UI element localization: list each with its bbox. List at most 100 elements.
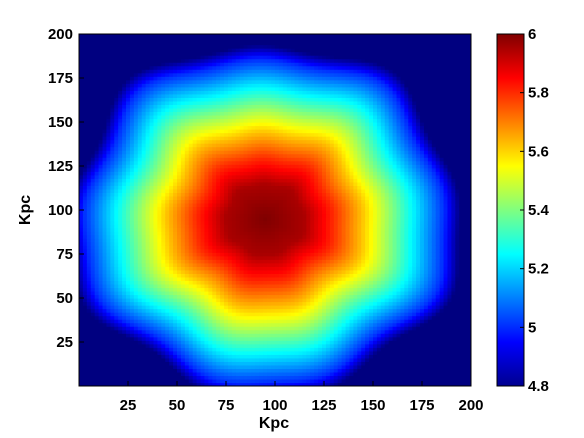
heatmap-cell [122, 326, 127, 331]
heatmap-cell [173, 76, 178, 81]
heatmap-cell [255, 150, 260, 155]
heatmap-cell [102, 315, 108, 320]
heatmap-cell [86, 164, 92, 169]
heatmap-cell [114, 34, 119, 39]
heatmap-cell [208, 69, 213, 74]
heatmap-cell [79, 188, 84, 193]
heatmap-cell [271, 125, 276, 130]
heatmap-cell [137, 315, 143, 320]
heatmap-cell [271, 107, 276, 113]
heatmap-cell [247, 262, 253, 267]
heatmap-cell [145, 210, 151, 215]
heatmap-cell [216, 280, 221, 285]
heatmap-cell [79, 298, 84, 303]
heatmap-cell [141, 234, 147, 239]
heatmap-cell [180, 160, 186, 165]
heatmap-cell [255, 153, 260, 158]
heatmap-cell [126, 343, 131, 348]
heatmap-cell [165, 283, 170, 289]
heatmap-cell [118, 241, 123, 246]
heatmap-cell [180, 139, 186, 144]
heatmap-cell [212, 69, 217, 74]
heatmap-cell [153, 350, 158, 355]
heatmap-cell [82, 245, 88, 250]
heatmap-cell [79, 319, 84, 324]
heatmap-cell [90, 213, 96, 218]
heatmap-cell [204, 93, 209, 98]
heatmap-cell [263, 336, 268, 341]
heatmap-cell [192, 129, 198, 134]
heatmap-cell [247, 301, 253, 306]
heatmap-cell [208, 210, 213, 215]
heatmap-cell [243, 167, 249, 172]
heatmap-cell [255, 234, 260, 239]
heatmap-cell [157, 378, 162, 384]
heatmap-cell [165, 86, 170, 91]
heatmap-cell [94, 326, 100, 331]
heatmap-cell [196, 287, 202, 292]
heatmap-cell [243, 315, 249, 320]
heatmap-cell [263, 312, 268, 317]
heatmap-cell [110, 76, 115, 81]
heatmap-cell [208, 132, 213, 137]
heatmap-cell [86, 308, 92, 313]
heatmap-cell [118, 350, 123, 355]
heatmap-cell [247, 178, 253, 183]
heatmap-cell [126, 375, 131, 380]
heatmap-cell [133, 122, 139, 127]
heatmap-cell [114, 382, 119, 386]
heatmap-cell [196, 241, 202, 246]
heatmap-cell [173, 255, 178, 260]
heatmap-cell [267, 273, 272, 278]
heatmap-cell [247, 136, 253, 141]
heatmap-cell [177, 125, 182, 130]
heatmap-cell [86, 287, 92, 292]
heatmap-cell [110, 192, 115, 197]
heatmap-cell [239, 378, 245, 384]
heatmap-cell [227, 259, 233, 264]
heatmap-cell [267, 227, 272, 232]
heatmap-cell [227, 234, 233, 239]
heatmap-cell [200, 34, 206, 39]
heatmap-cell [133, 97, 139, 102]
heatmap-cell [267, 305, 272, 310]
heatmap-cell [141, 178, 147, 183]
heatmap-cell [137, 269, 143, 274]
heatmap-cell [212, 125, 217, 130]
heatmap-cell [137, 361, 143, 366]
heatmap-cell [251, 287, 256, 292]
heatmap-cell [192, 188, 198, 193]
heatmap-cell [110, 347, 115, 352]
heatmap-cell [94, 129, 100, 134]
heatmap-cell [224, 111, 229, 116]
heatmap-cell [173, 34, 178, 39]
heatmap-cell [161, 290, 166, 296]
heatmap-cell [224, 276, 229, 281]
heatmap-cell [173, 347, 178, 352]
heatmap-cell [141, 248, 147, 253]
heatmap-cell [110, 298, 115, 303]
heatmap-cell [86, 298, 92, 303]
heatmap-cell [129, 248, 135, 253]
heatmap-cell [204, 41, 209, 46]
heatmap-cell [153, 90, 158, 95]
heatmap-cell [161, 125, 166, 130]
heatmap-cell [212, 118, 217, 123]
heatmap-cell [169, 269, 174, 274]
heatmap-cell [271, 86, 276, 91]
heatmap-cell [102, 329, 108, 334]
heatmap-cell [184, 262, 190, 267]
heatmap-cell [263, 294, 268, 299]
heatmap-cell [251, 375, 256, 380]
heatmap-cell [200, 62, 206, 67]
heatmap-cell [188, 213, 194, 218]
heatmap-cell [82, 76, 88, 81]
heatmap-cell [259, 188, 264, 193]
heatmap-cell [227, 375, 233, 380]
heatmap-cell [86, 357, 92, 362]
heatmap-cell [200, 195, 206, 201]
heatmap-cell [243, 79, 249, 84]
heatmap-cell [239, 79, 245, 84]
heatmap-cell [243, 107, 249, 113]
heatmap-cell [204, 192, 209, 197]
